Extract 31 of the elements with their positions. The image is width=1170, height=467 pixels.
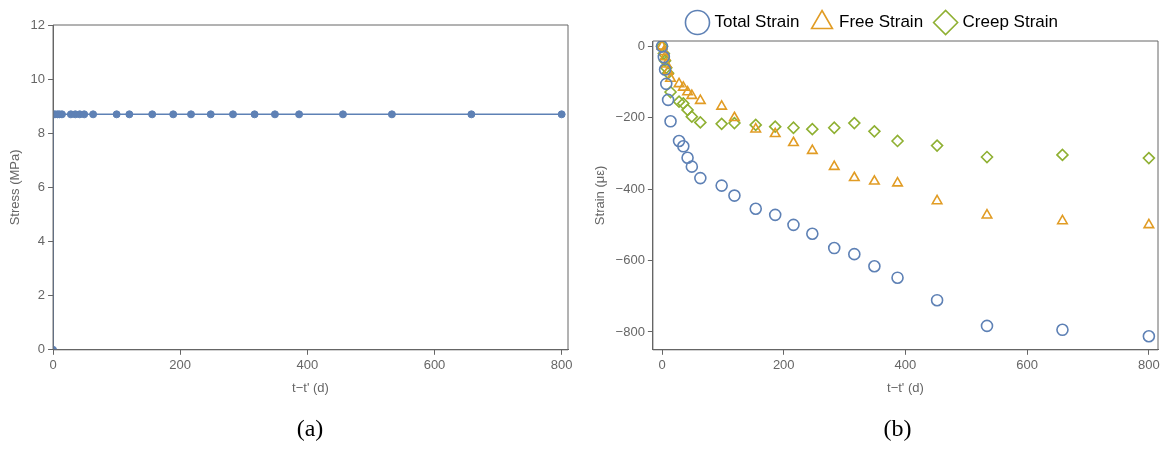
legend-label: Creep Strain <box>962 12 1059 32</box>
x-tick-label: 600 <box>423 357 446 373</box>
y-tick-label: −600 <box>615 252 645 268</box>
x-tick-label: 0 <box>49 357 57 373</box>
legend-label: Free Strain <box>839 12 924 32</box>
y-tick-label: −400 <box>615 180 645 196</box>
y-tick-label: 0 <box>637 37 645 53</box>
x-tick-label: 0 <box>658 357 666 373</box>
y-tick-label: 6 <box>37 178 46 194</box>
y-tick-label: 8 <box>37 124 46 140</box>
y-axis-title: Strain (με) <box>592 165 608 226</box>
y-tick-label: 0 <box>37 341 46 357</box>
x-tick-label: 400 <box>894 357 917 373</box>
x-tick-label: 200 <box>169 357 192 373</box>
y-tick-label: 2 <box>37 287 46 303</box>
legend-label: Total Strain <box>714 12 800 32</box>
y-tick-label: 10 <box>30 70 46 86</box>
y-tick-label: −200 <box>615 109 645 125</box>
x-axis-title: t−t' (d) <box>292 379 329 395</box>
x-tick-label: 800 <box>550 357 573 373</box>
text: (b) <box>883 415 912 442</box>
x-axis-title: t−t' (d) <box>887 379 924 395</box>
y-tick-label: −800 <box>615 323 645 339</box>
x-tick-label: 200 <box>772 357 795 373</box>
y-tick-label: 12 <box>30 16 46 32</box>
x-tick-label: 800 <box>1138 357 1160 373</box>
text: (a) <box>296 415 324 442</box>
y-tick-label: 4 <box>37 233 46 249</box>
y-axis-title: Stress (MPa) <box>7 149 23 226</box>
x-tick-label: 400 <box>296 357 319 373</box>
x-tick-label: 600 <box>1016 357 1039 373</box>
